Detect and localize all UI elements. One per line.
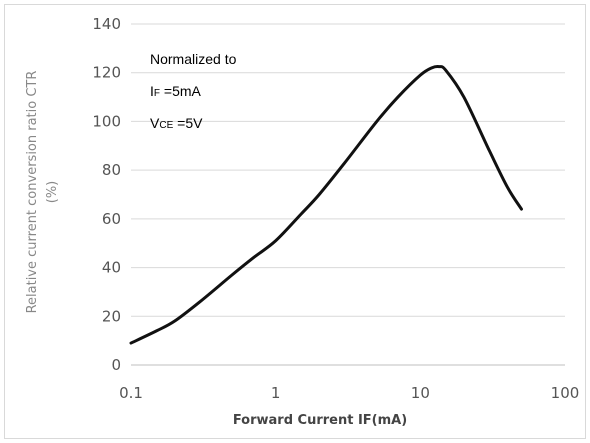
annotation-if: IF =5mA xyxy=(150,83,202,99)
y-tick-label: 0 xyxy=(111,356,121,374)
y-tick-label: 100 xyxy=(92,112,121,130)
annotation-vce-value: =5V xyxy=(173,115,203,131)
annotation-line1: Normalized to xyxy=(150,51,237,67)
y-tick-label: 40 xyxy=(102,259,121,277)
annotation-vce-sub: CE xyxy=(159,120,173,131)
y-axis-title-line1: Relative current conversion ratio CTR xyxy=(25,71,40,314)
y-axis-title-line2: (%) xyxy=(45,181,60,204)
annotation-vce-main: V xyxy=(150,115,160,131)
y-tick-label: 120 xyxy=(92,64,121,82)
annotation-block: Normalized to IF =5mA VCE =5V xyxy=(150,51,237,131)
y-tick-labels: 0 20 40 60 80 100 120 140 xyxy=(92,15,121,374)
x-axis-title: Forward Current IF(mA) xyxy=(233,413,407,428)
series-group xyxy=(129,64,523,345)
x-tick-labels: 0.1 1 10 100 xyxy=(119,384,579,402)
annotation-if-value: =5mA xyxy=(160,83,202,99)
y-tick-label: 60 xyxy=(102,210,121,228)
x-tick-label: 100 xyxy=(551,384,580,402)
annotation-if-main: I xyxy=(150,83,154,99)
y-tick-label: 20 xyxy=(102,307,121,325)
x-tick-label: 10 xyxy=(411,384,430,402)
x-tick-label: 1 xyxy=(271,384,281,402)
series-line xyxy=(129,64,523,345)
annotation-if-sub: F xyxy=(154,88,160,99)
x-tick-label: 0.1 xyxy=(119,384,143,402)
y-tick-label: 80 xyxy=(102,161,121,179)
y-axis-title: Relative current conversion ratio CTR (%… xyxy=(25,71,60,314)
gridlines xyxy=(131,23,565,366)
y-tick-label: 140 xyxy=(92,15,121,33)
annotation-vce: VCE =5V xyxy=(150,115,203,131)
